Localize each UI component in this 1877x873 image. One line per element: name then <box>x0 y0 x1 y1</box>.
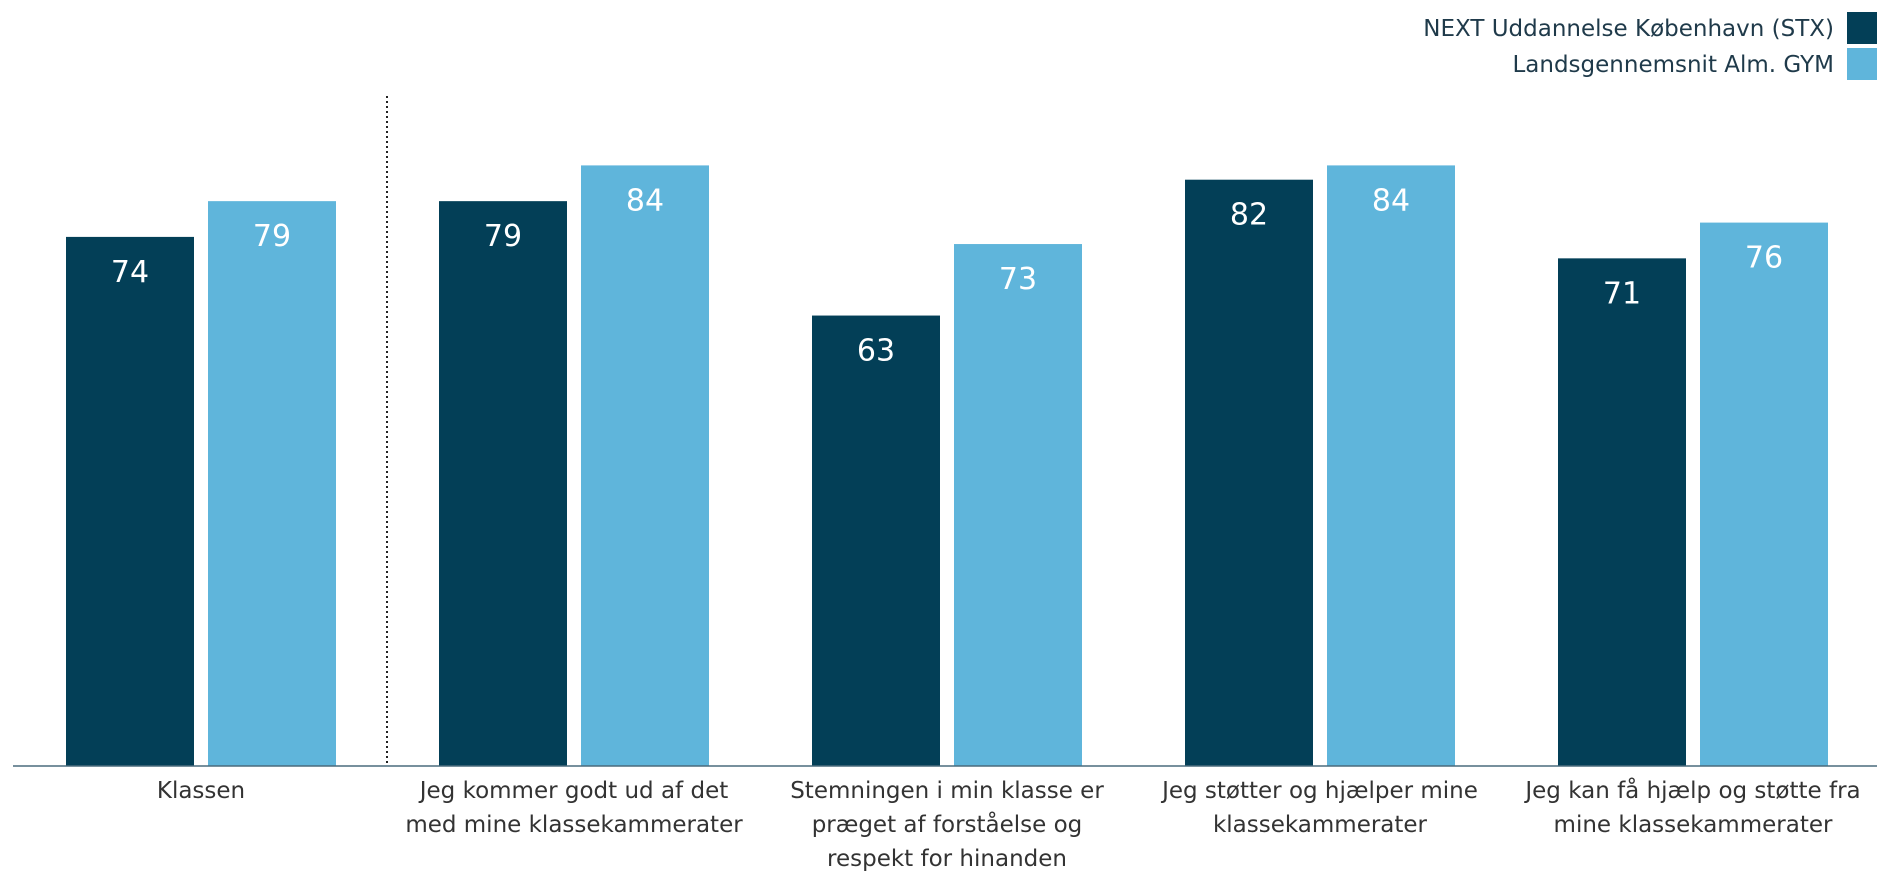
value-label: 79 <box>484 219 522 254</box>
value-label: 73 <box>999 262 1037 297</box>
category-label-line: præget af forståelse og <box>812 810 1083 838</box>
bar-national-4 <box>1700 222 1828 767</box>
bars <box>66 165 1828 767</box>
bar-national-0 <box>208 201 336 766</box>
category-label-line: respekt for hinanden <box>827 846 1067 872</box>
category-label-line: med mine klassekammerater <box>405 812 743 838</box>
bar-school-3 <box>1185 179 1313 766</box>
value-label: 63 <box>857 334 895 369</box>
legend-label-0: NEXT Uddannelse København (STX) <box>1423 16 1834 42</box>
value-label: 82 <box>1230 198 1268 233</box>
value-label: 84 <box>626 183 664 218</box>
bar-national-1 <box>581 165 709 766</box>
bar-school-0 <box>66 236 194 766</box>
category-label-line: Stemningen i min klasse er <box>790 778 1104 804</box>
legend-swatch-0 <box>1847 12 1877 44</box>
category-label-line: mine klassekammerater <box>1554 812 1833 838</box>
bar-school-1 <box>439 201 567 766</box>
bar-school-4 <box>1558 258 1686 766</box>
value-labels: 74 79 63 82 71 79 84 73 84 76 <box>111 183 1783 368</box>
category-label-line: Jeg kan få hjælp og støtte fra <box>1523 776 1860 804</box>
value-label: 76 <box>1745 241 1783 276</box>
category-label-4: Jeg kan få hjælp og støtte fra mine klass… <box>1523 776 1860 838</box>
category-label-3: Jeg støtter og hjælper mine klassekammera… <box>1160 778 1478 838</box>
category-label-0: Klassen <box>157 778 245 804</box>
category-label-1: Jeg kommer godt ud af det med mine klasse… <box>405 778 743 838</box>
legend-label-1: Landsgennemsnit Alm. GYM <box>1512 52 1834 78</box>
value-label: 79 <box>253 219 291 254</box>
legend-swatch-1 <box>1847 48 1877 80</box>
bar-school-2 <box>812 315 940 766</box>
category-label-line: klassekammerater <box>1213 812 1428 838</box>
bar-national-2 <box>954 244 1082 767</box>
category-label-line: Jeg støtter og hjælper mine <box>1160 778 1478 804</box>
value-label: 84 <box>1372 183 1410 218</box>
category-label-line: Jeg kommer godt ud af det <box>418 778 729 804</box>
legend: NEXT Uddannelse København (STX) Landsgenn… <box>1423 12 1877 80</box>
bar-national-3 <box>1327 165 1455 766</box>
value-label: 74 <box>111 255 149 290</box>
value-label: 71 <box>1603 276 1641 311</box>
category-labels: Klassen Jeg kommer godt ud af det med mine… <box>157 776 1861 872</box>
category-label-2: Stemningen i min klasse er præget af fors… <box>790 778 1104 872</box>
category-label-line: Klassen <box>157 778 245 804</box>
